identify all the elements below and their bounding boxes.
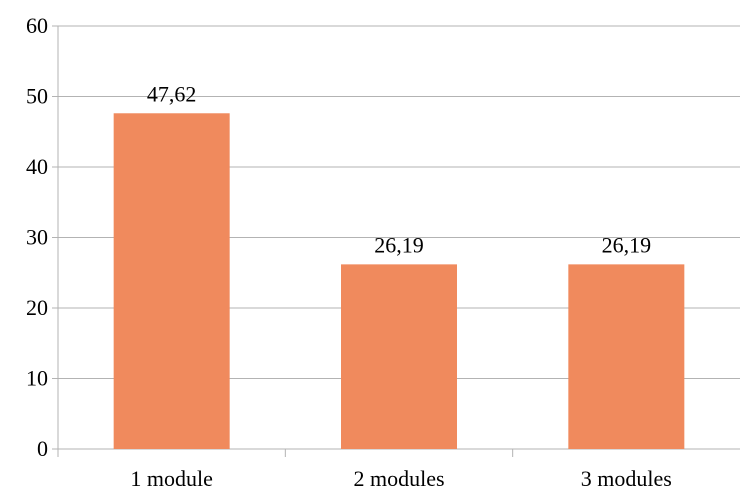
axes bbox=[52, 25, 514, 457]
data-label: 26,19 bbox=[374, 232, 424, 257]
y-tick-labels: 0 10 20 30 40 50 60 bbox=[26, 13, 48, 461]
y-tick-label: 0 bbox=[37, 436, 48, 461]
bar-3 bbox=[568, 264, 685, 449]
x-tick-label: 1 module bbox=[130, 466, 213, 491]
bar-1 bbox=[113, 113, 230, 450]
y-tick-label: 60 bbox=[26, 13, 48, 38]
data-label: 47,62 bbox=[147, 81, 197, 106]
bar-2 bbox=[341, 264, 457, 449]
x-tick-label: 3 modules bbox=[581, 466, 672, 491]
y-tick-label: 20 bbox=[26, 295, 48, 320]
y-tick-label: 30 bbox=[26, 225, 48, 250]
x-tick-labels: 1 module 2 modules 3 modules bbox=[130, 466, 671, 491]
x-tick-label: 2 modules bbox=[353, 466, 444, 491]
bars bbox=[113, 113, 685, 450]
y-tick-label: 10 bbox=[26, 366, 48, 391]
data-labels: 47,62 26,19 26,19 bbox=[147, 81, 651, 257]
data-label: 26,19 bbox=[602, 232, 652, 257]
y-tick-label: 50 bbox=[26, 84, 48, 109]
y-tick-label: 40 bbox=[26, 154, 48, 179]
